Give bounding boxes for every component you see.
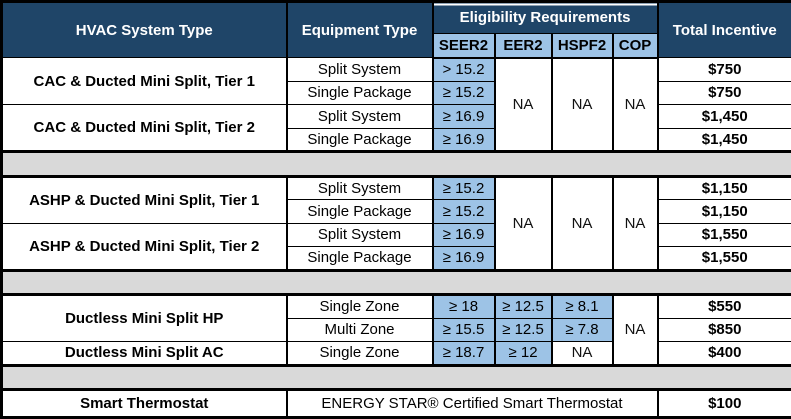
cell-equipment: Single Package — [285, 127, 434, 153]
cell-seer2: ≥ 15.5 — [431, 317, 496, 343]
cell-thermostat-description: ENERGY STAR® Certified Smart Thermostat — [285, 389, 659, 418]
cell-incentive: $400 — [656, 341, 791, 366]
cell-seer2: ≥ 16.9 — [431, 127, 496, 153]
table-row: Ductless Mini Split AC Single Zone ≥ 18.… — [0, 341, 791, 366]
cell-equipment: Single Zone — [285, 294, 434, 319]
cell-equipment: Single Package — [285, 246, 434, 271]
header-eligibility-requirements: Eligibility Requirements — [431, 1, 659, 34]
cell-eer2-na: NA — [493, 175, 553, 271]
cell-equipment: Single Package — [285, 199, 434, 224]
cell-hvac-system: Ductless Mini Split AC — [0, 341, 288, 366]
cell-cop-na: NA — [611, 175, 659, 271]
cell-hvac-system: Ductless Mini Split HP — [0, 294, 288, 343]
table-row: ASHP & Ducted Mini Split, Tier 2 Split S… — [0, 222, 791, 271]
cell-eer2-na: NA — [493, 57, 553, 153]
cell-hspf2-na: NA — [550, 57, 614, 153]
cell-hvac-system: ASHP & Ducted Mini Split, Tier 2 — [0, 222, 288, 271]
header-eer2: EER2 — [493, 32, 553, 59]
header-total-incentive: Total Incentive — [656, 0, 791, 59]
table-row: Multi Zone ≥ 15.5 ≥ 12.5 ≥ 7.8 $850 — [2, 317, 791, 343]
cell-eer2: ≥ 12.5 — [493, 294, 553, 319]
header-hvac-system-type: HVAC System Type — [0, 0, 288, 59]
cell-equipment: Split System — [285, 104, 434, 129]
cell-seer2: ≥ 15.2 — [431, 175, 496, 201]
cell-incentive: $1,450 — [656, 104, 791, 129]
cell-seer2: ≥ 16.9 — [431, 246, 496, 271]
table-row: Single Package ≥ 15.2 $750 — [2, 80, 791, 106]
table-row: CAC & Ducted Mini Split, Tier 2 Split Sy… — [0, 104, 791, 153]
cell-incentive: $100 — [656, 389, 791, 418]
table-row: Smart Thermostat ENERGY STAR® Certified … — [0, 389, 791, 418]
cell-incentive: $1,550 — [656, 222, 791, 248]
cell-hspf2-na: NA — [550, 175, 614, 271]
cell-hspf2-na: NA — [550, 341, 614, 366]
header-equipment-type: Equipment Type — [285, 0, 434, 59]
cell-seer2: ≥ 16.9 — [431, 104, 496, 129]
cell-equipment: Single Zone — [285, 341, 434, 366]
cell-cop-na: NA — [611, 294, 659, 366]
cell-cop-na: NA — [611, 57, 659, 153]
header-cop: COP — [611, 32, 659, 59]
section-separator — [0, 268, 791, 297]
cell-incentive: $750 — [656, 57, 791, 82]
table-row: ASHP & Ducted Mini Split, Tier 1 Split S… — [0, 175, 791, 271]
cell-equipment: Split System — [285, 57, 434, 82]
cell-incentive: $1,150 — [656, 199, 791, 224]
cell-seer2: > 15.2 — [431, 57, 496, 82]
cell-incentive: $550 — [656, 294, 791, 319]
cell-incentive: $750 — [656, 80, 791, 106]
table-row: Single Package ≥ 15.2 $1,150 — [2, 199, 791, 224]
cell-seer2: ≥ 15.2 — [431, 80, 496, 106]
section-separator — [0, 150, 791, 178]
section-separator — [0, 363, 791, 392]
cell-eer2: ≥ 12 — [493, 341, 553, 366]
cell-incentive: $1,550 — [656, 246, 791, 271]
cell-hspf2: ≥ 7.8 — [550, 317, 614, 343]
cell-hvac-system: ASHP & Ducted Mini Split, Tier 1 — [0, 175, 288, 224]
table-row: Single Package ≥ 16.9 $1,450 — [2, 127, 791, 153]
cell-seer2: ≥ 15.2 — [431, 199, 496, 224]
header-seer2: SEER2 — [431, 32, 496, 59]
table-row: CAC & Ducted Mini Split, Tier 1 Split Sy… — [0, 57, 791, 153]
header-hspf2: HSPF2 — [550, 32, 614, 59]
cell-equipment: Single Package — [285, 80, 434, 106]
cell-seer2: ≥ 18.7 — [431, 341, 496, 366]
cell-incentive: $1,150 — [656, 175, 791, 201]
cell-hvac-system: CAC & Ducted Mini Split, Tier 1 — [0, 57, 288, 106]
cell-incentive: $850 — [656, 317, 791, 343]
cell-equipment: Split System — [285, 175, 434, 201]
cell-hspf2: ≥ 8.1 — [550, 294, 614, 319]
cell-seer2: ≥ 18 — [431, 294, 496, 319]
cell-hvac-system: Smart Thermostat — [0, 389, 288, 418]
cell-equipment: Multi Zone — [285, 317, 434, 343]
cell-incentive: $1,450 — [656, 127, 791, 153]
cell-seer2: ≥ 16.9 — [431, 222, 496, 248]
table-row: Single Package ≥ 16.9 $1,550 — [2, 246, 791, 271]
cell-hvac-system: CAC & Ducted Mini Split, Tier 2 — [0, 104, 288, 153]
table-row: Ductless Mini Split HP Single Zone ≥ 18 … — [0, 294, 791, 366]
cell-eer2: ≥ 12.5 — [493, 317, 553, 343]
cell-equipment: Split System — [285, 222, 434, 248]
